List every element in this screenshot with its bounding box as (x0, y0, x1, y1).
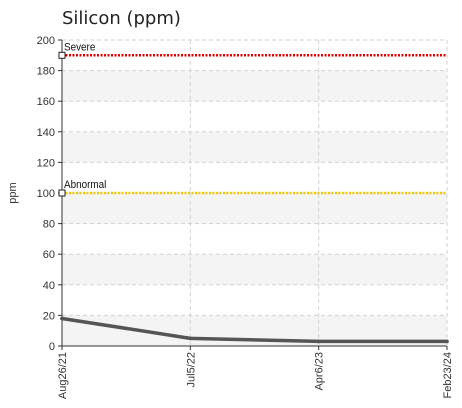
y-tick-label: 180 (37, 66, 55, 78)
threshold-label: Abnormal (64, 180, 106, 192)
y-tick-label: 140 (37, 127, 55, 139)
y-tick-label: 200 (37, 35, 55, 47)
y-tick-label: 120 (37, 157, 55, 169)
grid-band (62, 284, 447, 316)
grid-band (62, 254, 447, 285)
x-tick-label: Apr6/23 (314, 352, 326, 391)
data-point (188, 336, 193, 341)
grid-band (62, 162, 447, 193)
y-tick-label: 160 (37, 96, 55, 108)
series-line (60, 316, 449, 344)
y-tick-label: 100 (37, 188, 55, 200)
chart-title: Silicon (ppm) (62, 8, 181, 29)
threshold-marker (58, 189, 66, 197)
y-tick-label: 20 (43, 310, 55, 322)
grid-band (62, 131, 447, 163)
data-point (445, 339, 449, 344)
data-point (60, 316, 64, 321)
y-tick-label: 0 (49, 341, 55, 353)
threshold-marker (58, 51, 66, 59)
grid-band (62, 101, 447, 132)
threshold-label: Severe (64, 42, 96, 54)
x-tick-label: Jul5/22 (185, 352, 197, 387)
y-tick-label: 40 (43, 280, 55, 292)
data-point (316, 339, 321, 344)
y-tick-label: 80 (43, 219, 55, 231)
grid-band (62, 223, 447, 255)
x-tick-label: Aug26/21 (57, 352, 69, 399)
grid-band (62, 193, 447, 224)
y-tick-label: 60 (43, 249, 55, 261)
y-axis-label: ppm (7, 182, 19, 203)
grid-band (62, 70, 447, 102)
x-tick-label: Feb23/24 (442, 352, 454, 398)
